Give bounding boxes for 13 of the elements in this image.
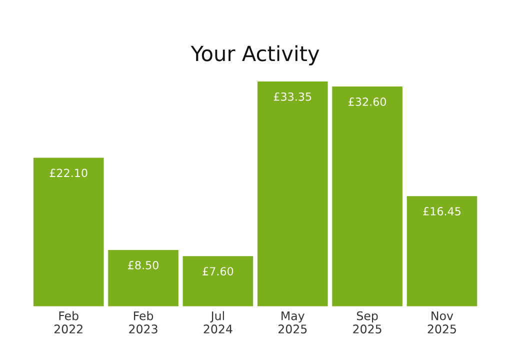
x-tick-label: Sep 2025 <box>353 311 382 334</box>
x-tick-label: Nov 2025 <box>428 311 456 334</box>
x-tick-label: Feb 2022 <box>54 311 82 334</box>
data-label: £8.50 <box>128 260 158 270</box>
chart-title: Your Activity <box>190 45 320 66</box>
x-tick-label: May 2025 <box>278 311 307 334</box>
data-label: £32.60 <box>348 98 386 106</box>
data-label: £16.45 <box>423 207 460 216</box>
x-tick-label: Jul 2024 <box>204 311 232 334</box>
data-label: £33.35 <box>274 92 312 101</box>
data-label: £7.60 <box>202 267 234 276</box>
data-label: £22.10 <box>50 168 88 178</box>
x-tick-label: Feb 2023 <box>129 311 158 334</box>
